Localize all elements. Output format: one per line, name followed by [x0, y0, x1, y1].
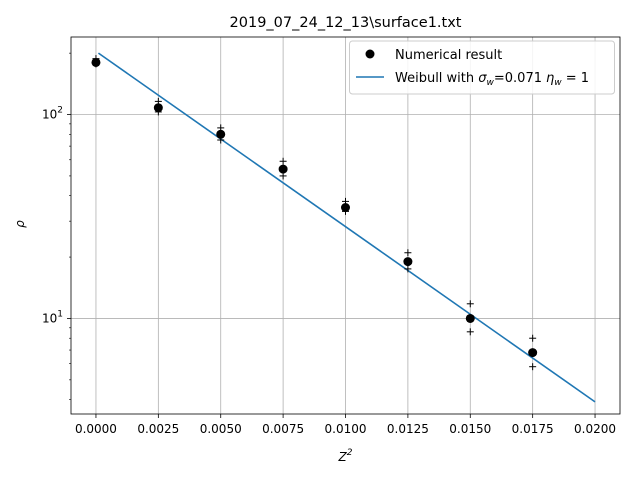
bound-marker [279, 157, 287, 165]
legend-sigma-sub: w [487, 78, 495, 88]
bound-marker [466, 300, 474, 308]
data-point [91, 57, 101, 67]
y-axis-ticks: 101 102 [42, 52, 71, 400]
data-point [153, 103, 163, 113]
legend-sigma-value: =0.071 [494, 71, 542, 86]
y-axis-label: ρ [13, 220, 27, 228]
bound-marker [466, 328, 474, 336]
x-tick-label: 0.0050 [200, 422, 242, 436]
bound-marker [529, 363, 537, 371]
weibull-fit-line [97, 52, 596, 403]
legend-eta-sub: w [554, 78, 562, 88]
legend-eta-symbol: η [546, 71, 554, 86]
x-tick-label: 0.0000 [75, 422, 117, 436]
x-tick-label: 0.0150 [449, 422, 491, 436]
y-tick-label: 101 [42, 309, 63, 325]
x-tick-label: 0.0025 [137, 422, 179, 436]
legend-weibull-prefix: Weibull with [395, 71, 478, 86]
x-axis-label: Z2 [338, 448, 353, 464]
data-point [341, 203, 350, 213]
chart-title: 2019_07_24_12_13\surface1.txt [230, 15, 462, 31]
x-tick-label: 0.0175 [512, 422, 554, 436]
x-tick-label: 0.0100 [325, 422, 367, 436]
data-point [216, 129, 226, 139]
legend-label-numerical: Numerical result [395, 48, 502, 63]
x-axis-ticks: 0.0000 0.0025 0.0050 0.0075 0.0100 0.0125 0.01… [75, 414, 616, 436]
x-tick-label: 0.0075 [262, 422, 304, 436]
data-point [403, 257, 413, 267]
data-point [528, 348, 538, 358]
data-point [278, 164, 288, 174]
x-axis-label-exp: 2 [347, 448, 353, 458]
legend-sigma-symbol: σ [478, 71, 487, 86]
legend-eta-value: = 1 [562, 71, 589, 86]
y-tick-label: 102 [42, 106, 63, 122]
legend-box [349, 40, 615, 95]
data-point [465, 313, 475, 323]
legend-label-weibull: Weibull with σw=0.071 ηw = 1 [395, 71, 589, 88]
legend: Numerical result Weibull with σw=0.071 ηw… [349, 40, 615, 95]
legend-marker-numerical [365, 49, 375, 59]
bound-marker [404, 249, 412, 257]
x-axis-label-base: Z [338, 450, 348, 464]
bound-marker [529, 334, 537, 342]
x-tick-label: 0.0125 [387, 422, 429, 436]
bound-marker [404, 265, 412, 273]
x-tick-label: 0.0200 [574, 422, 616, 436]
series-layer [91, 52, 596, 403]
